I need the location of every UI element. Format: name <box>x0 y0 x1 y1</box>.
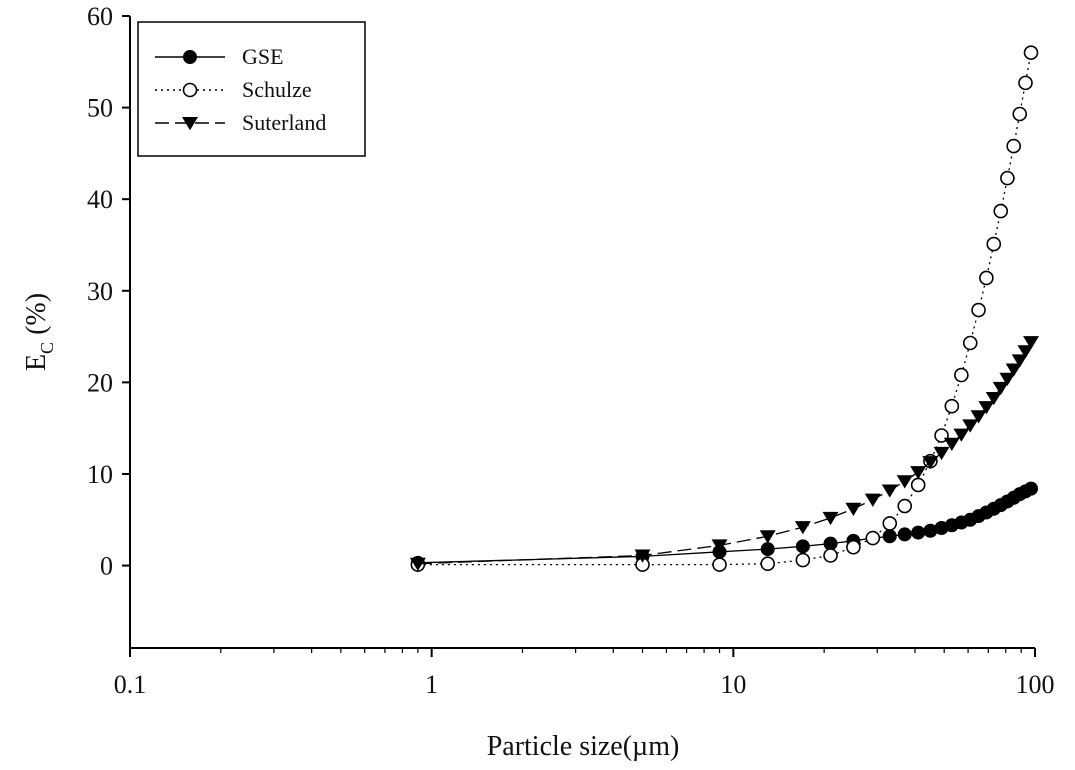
data-point <box>1018 75 1033 91</box>
legend-marker <box>182 117 198 131</box>
data-point <box>711 539 728 553</box>
data-point <box>1023 45 1039 60</box>
series-gse <box>410 481 1039 570</box>
data-point <box>999 372 1016 386</box>
data-point <box>882 529 897 544</box>
legend-marker <box>183 50 197 64</box>
y-tick-label: 40 <box>87 185 113 214</box>
data-point <box>1017 345 1034 359</box>
series-line <box>417 52 1032 566</box>
data-point <box>1005 363 1022 377</box>
data-point <box>823 548 838 563</box>
data-point <box>1000 170 1015 186</box>
data-point <box>409 557 426 571</box>
series-layer <box>409 45 1040 572</box>
y-axis-title: EC (%) <box>21 293 57 371</box>
data-point <box>992 381 1009 396</box>
data-point <box>760 542 775 557</box>
y-tick-label: 50 <box>87 94 113 123</box>
legend: GSE Schulze Suterland <box>137 21 366 157</box>
x-tick-label: 1 <box>425 670 438 699</box>
series-schulze <box>410 45 1039 572</box>
data-point <box>897 527 912 542</box>
y-tick-label: 30 <box>87 277 113 306</box>
data-point <box>845 502 862 516</box>
data-point <box>1012 106 1028 122</box>
x-tick-label: 0.1 <box>114 670 147 699</box>
data-point <box>954 367 969 383</box>
data-point <box>986 236 1002 252</box>
data-point <box>944 398 960 414</box>
data-point <box>846 539 861 555</box>
data-point <box>1024 481 1039 496</box>
data-point <box>1006 138 1022 154</box>
legend-label-suterland: Suterland <box>242 110 326 135</box>
data-point <box>979 270 994 286</box>
legend-label-gse: GSE <box>242 44 284 69</box>
y-tick-label: 20 <box>87 368 113 397</box>
data-point <box>1011 354 1028 368</box>
data-point <box>794 521 811 535</box>
data-point <box>910 466 927 480</box>
y-tick-label: 0 <box>100 552 113 581</box>
legend-label-schulze: Schulze <box>242 77 312 102</box>
series-suterland <box>409 336 1040 571</box>
legend-marker <box>182 82 198 98</box>
data-point <box>634 549 651 563</box>
x-tick-label: 10 <box>720 670 746 699</box>
data-point <box>822 511 839 526</box>
data-point <box>864 493 881 507</box>
x-tick-label: 100 <box>1016 670 1055 699</box>
data-point <box>823 536 838 551</box>
data-point <box>962 419 979 433</box>
data-point <box>953 428 970 442</box>
data-point <box>865 530 881 546</box>
plot-axes <box>129 16 1035 649</box>
data-point <box>933 446 950 461</box>
y-ticks: 0 10 20 30 40 50 60 <box>87 2 130 581</box>
data-point <box>993 203 1009 219</box>
data-point <box>978 401 995 415</box>
data-point <box>795 552 811 568</box>
data-point <box>962 335 978 351</box>
x-axis-title: Particle size(µm) <box>487 731 680 762</box>
data-point <box>911 525 926 540</box>
legend-box <box>137 21 366 157</box>
data-point <box>910 477 926 493</box>
data-point <box>881 484 898 498</box>
data-point <box>760 556 776 572</box>
data-point <box>759 530 776 544</box>
data-point <box>922 456 939 470</box>
data-point <box>896 475 913 489</box>
data-point <box>943 437 960 451</box>
data-point <box>795 539 810 554</box>
data-point <box>985 391 1002 406</box>
x-ticks: 0.1 1 10 100 <box>114 648 1055 699</box>
data-point <box>897 498 913 514</box>
data-point <box>882 516 898 531</box>
data-point <box>712 557 727 572</box>
data-point <box>1023 336 1040 350</box>
y-tick-label: 10 <box>87 460 113 489</box>
data-point <box>970 410 987 424</box>
y-tick-label: 60 <box>87 2 113 31</box>
data-point <box>971 302 986 318</box>
